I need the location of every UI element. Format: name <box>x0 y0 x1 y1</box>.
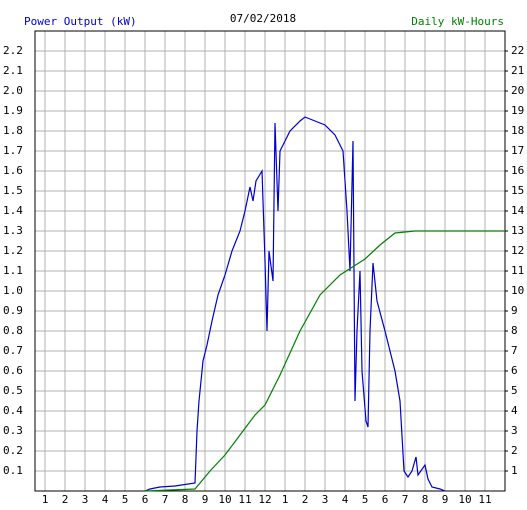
y-axis-label: Power Output (kW) <box>24 15 137 28</box>
y-tick-label: 1.6 <box>3 164 23 177</box>
y-tick-label: 1.5 <box>3 184 23 197</box>
x-tick-label: 1 <box>282 493 289 506</box>
y-tick-label: 0.3 <box>3 424 23 437</box>
y-tick-label: 1.2 <box>3 244 23 257</box>
y-tick-label: 1.4 <box>3 204 23 217</box>
y-tick-label: 0.8 <box>3 324 23 337</box>
x-tick-label: 7 <box>402 493 409 506</box>
x-tick-label: 5 <box>122 493 129 506</box>
x-tick-label: 6 <box>382 493 389 506</box>
y2-tick-label: 8 <box>511 324 518 337</box>
y-tick-label: 0.6 <box>3 364 23 377</box>
y2-tick-label: 15 <box>511 184 524 197</box>
y-tick-label: 1.7 <box>3 144 23 157</box>
y2-axis-label: Daily kW-Hours <box>411 15 504 28</box>
x-tick-label: 1 <box>42 493 49 506</box>
x-tick-label: 4 <box>102 493 109 506</box>
y2-tick-label: 19 <box>511 104 524 117</box>
y-tick-label: 0.1 <box>3 464 23 477</box>
x-tick-label: 3 <box>82 493 89 506</box>
y2-tick-label: 13 <box>511 224 524 237</box>
x-tick-label: 3 <box>322 493 329 506</box>
x-tick-label: 5 <box>362 493 369 506</box>
y-tick-label: 0.4 <box>3 404 23 417</box>
x-tick-label: 10 <box>218 493 231 506</box>
x-tick-label: 2 <box>302 493 309 506</box>
y-tick-label: 1.1 <box>3 264 23 277</box>
y-tick-label: 0.5 <box>3 384 23 397</box>
y-tick-label: 2.2 <box>3 44 23 57</box>
y-tick-label: 1.3 <box>3 224 23 237</box>
chart-title: 07/02/2018 <box>230 12 296 25</box>
y2-tick-label: 16 <box>511 164 524 177</box>
y-tick-label: 2.0 <box>3 84 23 97</box>
y2-tick-label: 3 <box>511 424 518 437</box>
y-tick-label: 0.9 <box>3 304 23 317</box>
x-tick-label: 11 <box>478 493 491 506</box>
y2-tick-label: 4 <box>511 404 518 417</box>
y-tick-label: 0.7 <box>3 344 23 357</box>
y2-tick-label: 11 <box>511 264 524 277</box>
data-line <box>144 230 505 492</box>
y2-tick-label: 10 <box>511 284 524 297</box>
x-tick-label: 11 <box>238 493 251 506</box>
x-tick-label: 8 <box>422 493 429 506</box>
y2-tick-label: 6 <box>511 364 518 377</box>
x-tick-label: 12 <box>258 493 271 506</box>
y2-tick-label: 18 <box>511 124 524 137</box>
y2-tick-label: 9 <box>511 304 518 317</box>
x-tick-label: 6 <box>142 493 149 506</box>
y2-tick-label: 5 <box>511 384 518 397</box>
y2-tick-label: 12 <box>511 244 524 257</box>
y2-tick-label: 2 <box>511 444 518 457</box>
x-tick-label: 10 <box>458 493 471 506</box>
data-line <box>144 116 446 492</box>
y2-tick-label: 17 <box>511 144 524 157</box>
y2-tick-label: 21 <box>511 64 524 77</box>
x-tick-label: 2 <box>62 493 69 506</box>
y-tick-label: 1.0 <box>3 284 23 297</box>
x-tick-label: 9 <box>202 493 209 506</box>
y2-tick-label: 22 <box>511 44 524 57</box>
y-tick-label: 1.8 <box>3 124 23 137</box>
y-tick-label: 2.1 <box>3 64 23 77</box>
y2-tick-label: 20 <box>511 84 524 97</box>
x-tick-label: 7 <box>162 493 169 506</box>
y2-tick-label: 7 <box>511 344 518 357</box>
y-tick-label: 0.2 <box>3 444 23 457</box>
x-tick-label: 9 <box>442 493 449 506</box>
y-tick-label: 1.9 <box>3 104 23 117</box>
plot-border <box>34 30 506 492</box>
y2-tick-label: 1 <box>511 464 518 477</box>
y2-tick-label: 14 <box>511 204 525 217</box>
x-tick-label: 8 <box>182 493 189 506</box>
x-tick-label: 4 <box>342 493 349 506</box>
